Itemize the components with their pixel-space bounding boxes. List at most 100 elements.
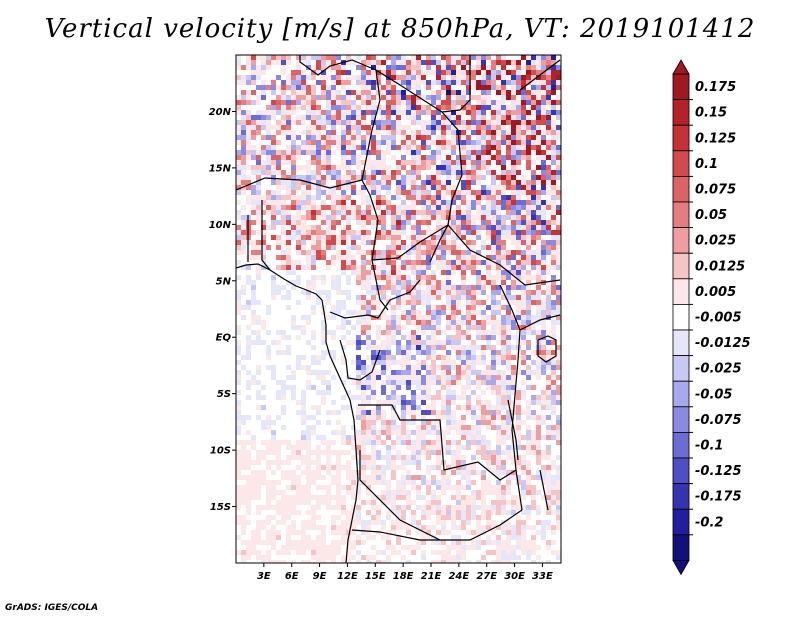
- field-cell: [236, 365, 242, 371]
- field-cell: [276, 320, 282, 326]
- field-cell: [341, 290, 347, 296]
- field-cell: [316, 175, 322, 181]
- field-cell: [501, 295, 507, 301]
- field-cell: [341, 175, 347, 181]
- field-cell: [431, 55, 437, 61]
- field-cell: [526, 335, 532, 341]
- field-cell: [381, 325, 387, 331]
- field-cell: [271, 70, 277, 76]
- field-cell: [376, 60, 382, 66]
- field-cell: [456, 425, 462, 431]
- field-cell: [546, 150, 552, 156]
- field-cell: [261, 280, 267, 286]
- field-cell: [256, 100, 262, 106]
- field-cell: [446, 295, 452, 301]
- field-cell: [236, 325, 242, 331]
- field-cell: [441, 295, 447, 301]
- field-cell: [516, 280, 522, 286]
- field-cell: [251, 200, 257, 206]
- field-cell: [336, 90, 342, 96]
- field-cell: [541, 265, 547, 271]
- field-cell: [256, 120, 262, 126]
- field-cell: [436, 60, 442, 66]
- field-cell: [351, 360, 357, 366]
- field-cell: [281, 215, 287, 221]
- field-cell: [351, 175, 357, 181]
- field-cell: [276, 85, 282, 91]
- field-cell: [256, 315, 262, 321]
- field-cell: [251, 355, 257, 361]
- field-cell: [336, 370, 342, 376]
- field-cell: [321, 100, 327, 106]
- field-cell: [456, 340, 462, 346]
- field-cell: [251, 120, 257, 126]
- field-cell: [526, 425, 532, 431]
- field-cell: [376, 420, 382, 426]
- field-cell: [386, 135, 392, 141]
- field-cell: [246, 425, 252, 431]
- field-cell: [286, 260, 292, 266]
- field-cell: [241, 80, 247, 86]
- field-cell: [496, 250, 502, 256]
- field-cell: [506, 250, 512, 256]
- field-cell: [461, 390, 467, 396]
- field-cell: [236, 295, 242, 301]
- field-cell: [246, 165, 252, 171]
- field-cell: [446, 420, 452, 426]
- field-cell: [256, 295, 262, 301]
- field-cell: [331, 200, 337, 206]
- field-cell: [296, 390, 302, 396]
- field-cell: [331, 70, 337, 76]
- field-cell: [336, 245, 342, 251]
- field-cell: [246, 180, 252, 186]
- field-cell: [286, 85, 292, 91]
- field-cell: [416, 205, 422, 211]
- field-cell: [526, 85, 532, 91]
- field-cell: [331, 285, 337, 291]
- field-cell: [246, 365, 252, 371]
- field-cell: [466, 295, 472, 301]
- field-cell: [516, 245, 522, 251]
- field-cell: [241, 110, 247, 116]
- field-cell: [326, 145, 332, 151]
- field-cell: [321, 110, 327, 116]
- field-cell: [546, 120, 552, 126]
- field-cell: [391, 400, 397, 406]
- field-cell: [496, 205, 502, 211]
- field-cell: [306, 240, 312, 246]
- field-cell: [381, 405, 387, 411]
- field-cell: [521, 400, 527, 406]
- field-cell: [281, 230, 287, 236]
- field-cell: [326, 140, 332, 146]
- field-cell: [471, 325, 477, 331]
- field-cell: [386, 225, 392, 231]
- field-cell: [501, 55, 507, 61]
- field-cell: [331, 85, 337, 91]
- field-cell: [311, 215, 317, 221]
- field-cell: [546, 60, 552, 66]
- field-cell: [336, 125, 342, 131]
- field-cell: [236, 290, 242, 296]
- field-cell: [556, 245, 561, 251]
- field-cell: [361, 245, 367, 251]
- field-cell: [276, 395, 282, 401]
- field-cell: [526, 155, 532, 161]
- field-cell: [376, 405, 382, 411]
- field-cell: [341, 255, 347, 261]
- field-cell: [491, 135, 497, 141]
- field-cell: [366, 350, 372, 356]
- field-cell: [386, 365, 392, 371]
- field-cell: [536, 300, 542, 306]
- field-cell: [321, 290, 327, 296]
- field-cell: [521, 210, 527, 216]
- field-cell: [421, 115, 427, 121]
- field-cell: [491, 190, 497, 196]
- field-cell: [471, 210, 477, 216]
- field-cell: [551, 240, 557, 246]
- field-cell: [501, 365, 507, 371]
- field-cell: [436, 135, 442, 141]
- field-cell: [261, 420, 267, 426]
- field-cell: [341, 105, 347, 111]
- field-cell: [521, 200, 527, 206]
- field-cell: [521, 375, 527, 381]
